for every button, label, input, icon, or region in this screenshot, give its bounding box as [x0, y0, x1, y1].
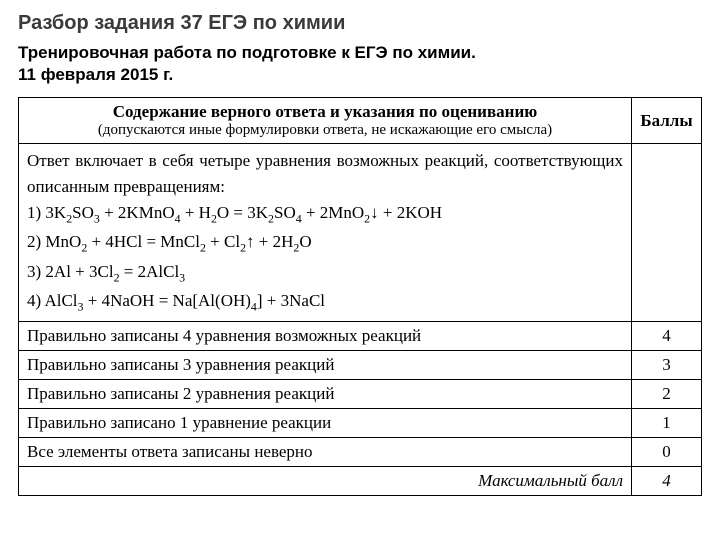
- equation-4: 4) AlCl3 + 4NaOH = Na[Al(OH)4] + 3NaCl: [27, 288, 623, 316]
- table-row: Правильно записано 1 уравнение реакции 1: [19, 409, 702, 438]
- row-label: Все элементы ответа записаны неверно: [19, 438, 632, 467]
- table-row: Правильно записаны 3 уравнения реакций 3: [19, 351, 702, 380]
- row-label: Правильно записаны 3 уравнения реакций: [19, 351, 632, 380]
- equation-1: 1) 3K2SO3 + 2KMnO4 + H2O = 3K2SO4 + 2MnO…: [27, 200, 623, 228]
- max-score: 4: [632, 467, 702, 496]
- subtitle: Тренировочная работа по подготовке к ЕГЭ…: [18, 43, 702, 63]
- row-score: 1: [632, 409, 702, 438]
- table-row: Правильно записаны 2 уравнения реакций 2: [19, 380, 702, 409]
- page-title: Разбор задания 37 ЕГЭ по химии: [18, 12, 702, 35]
- equation-2: 2) MnO2 + 4HCl = MnCl2 + Cl2↑ + 2H2O: [27, 229, 623, 257]
- row-score: 3: [632, 351, 702, 380]
- answer-score-cell: [632, 144, 702, 322]
- max-row: Максимальный балл 4: [19, 467, 702, 496]
- table-header-row: Содержание верного ответа и указания по …: [19, 98, 702, 144]
- equation-3: 3) 2Al + 3Cl2 = 2AlCl3: [27, 259, 623, 287]
- row-score: 2: [632, 380, 702, 409]
- row-score: 4: [632, 322, 702, 351]
- table-row: Все элементы ответа записаны неверно 0: [19, 438, 702, 467]
- date-line: 11 февраля 2015 г.: [18, 65, 702, 85]
- row-label: Правильно записано 1 уравнение реакции: [19, 409, 632, 438]
- row-label: Правильно записаны 4 уравнения возможных…: [19, 322, 632, 351]
- header-sub-text: (допускаются иные формулировки ответа, н…: [27, 122, 623, 139]
- table-row: Правильно записаны 4 уравнения возможных…: [19, 322, 702, 351]
- answer-content-cell: Ответ включает в себя четыре уравнения в…: [19, 144, 632, 322]
- header-score-cell: Баллы: [632, 98, 702, 144]
- row-label: Правильно записаны 2 уравнения реакций: [19, 380, 632, 409]
- header-content-cell: Содержание верного ответа и указания по …: [19, 98, 632, 144]
- answer-row: Ответ включает в себя четыре уравнения в…: [19, 144, 702, 322]
- max-label: Максимальный балл: [19, 467, 632, 496]
- row-score: 0: [632, 438, 702, 467]
- answer-intro: Ответ включает в себя четыре уравнения в…: [27, 148, 623, 199]
- scoring-table: Содержание верного ответа и указания по …: [18, 97, 702, 496]
- header-main-text: Содержание верного ответа и указания по …: [27, 102, 623, 122]
